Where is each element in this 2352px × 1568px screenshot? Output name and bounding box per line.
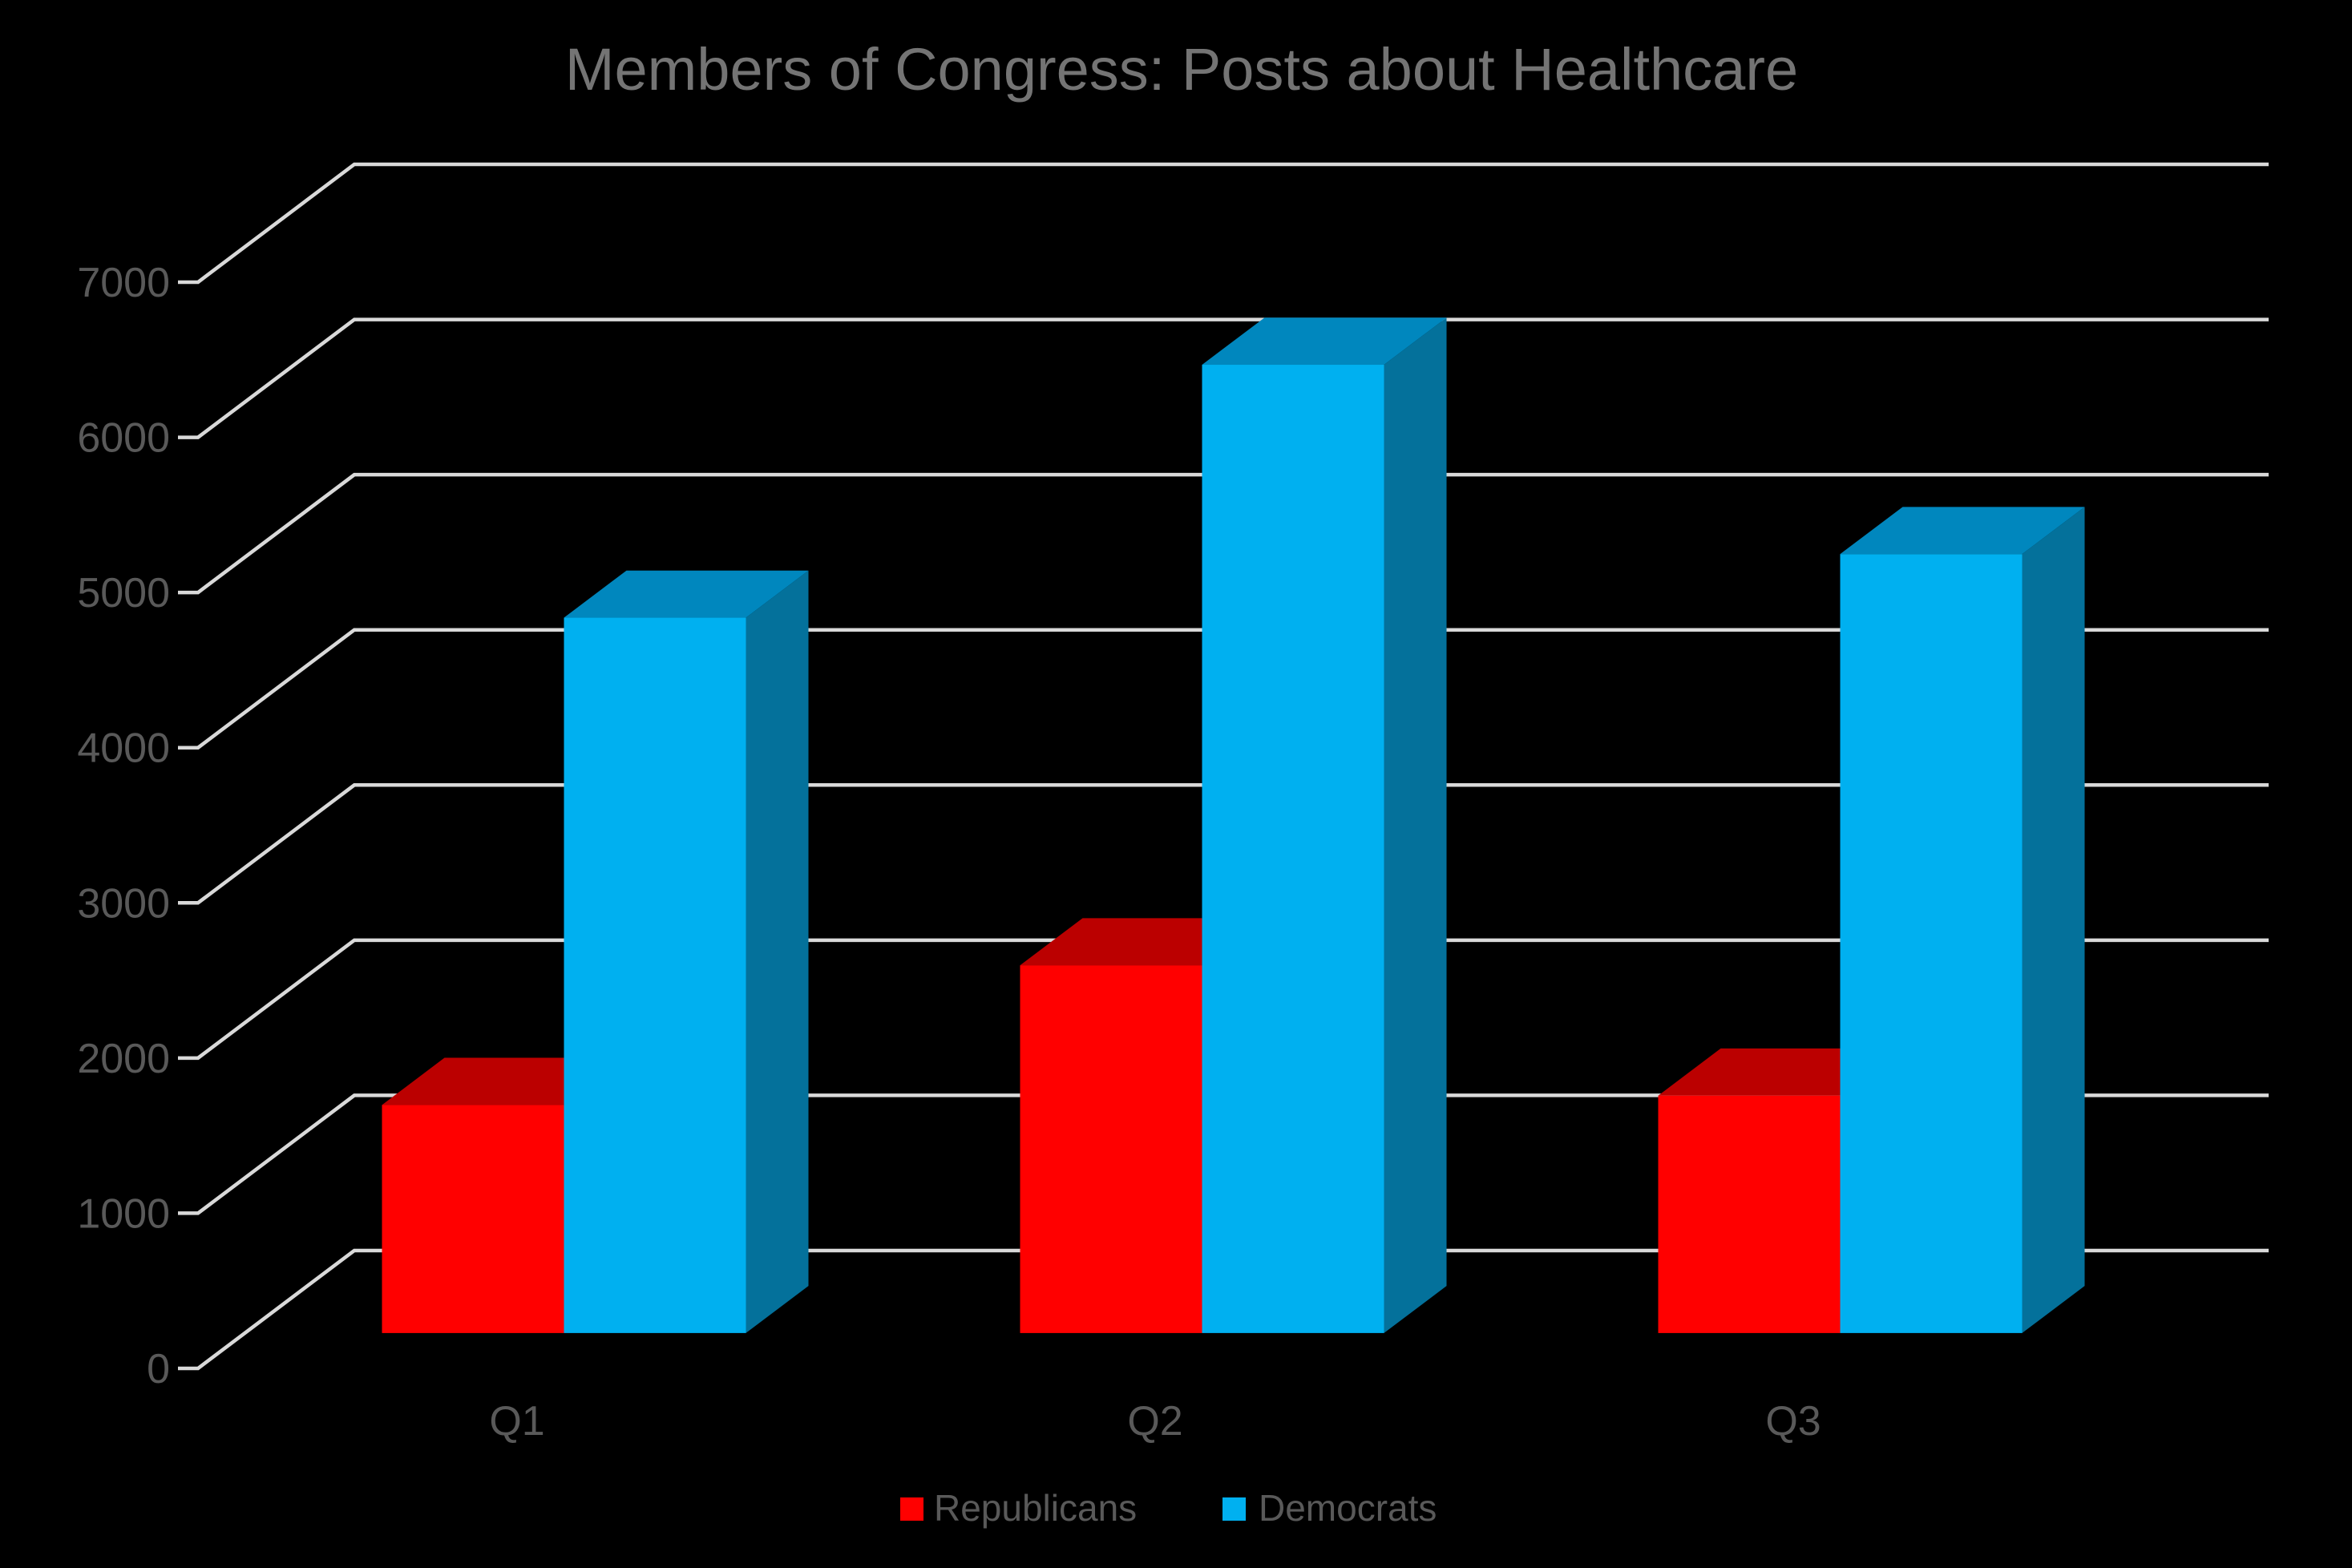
x-category-label-q2: Q2: [1127, 1398, 1182, 1445]
bar-top-face: [1202, 317, 1447, 366]
y-tick-label-5000: 5000: [77, 570, 170, 616]
bar-democrats-q2: [1202, 317, 1447, 1333]
bar-side-face: [1384, 317, 1447, 1333]
bar-front-face: [1840, 554, 2023, 1333]
x-category-label-q3: Q3: [1765, 1398, 1821, 1445]
bar-front-face: [1658, 1095, 1841, 1333]
bar-side-face: [2022, 507, 2085, 1333]
y-tick-label-7000: 7000: [77, 260, 170, 306]
legend-label-democrats: Democrats: [1259, 1487, 1437, 1529]
bars: [382, 317, 2085, 1333]
gridline-7000: [178, 162, 2269, 285]
x-category-label-q1: Q1: [489, 1398, 544, 1445]
bar-top-face: [564, 570, 809, 618]
bar-democrats-q3: [1840, 507, 2085, 1333]
bar-front-face: [564, 617, 746, 1333]
y-tick-label-3000: 3000: [77, 880, 170, 927]
y-tick-label-6000: 6000: [77, 415, 170, 462]
bar-front-face: [382, 1105, 564, 1333]
legend-swatch-democrats: [1222, 1497, 1246, 1521]
bar-democrats-q1: [564, 570, 809, 1333]
x-axis-category-labels: Q1 Q2 Q3: [489, 1398, 1821, 1445]
y-tick-label-4000: 4000: [77, 725, 170, 772]
bar-front-face: [1020, 965, 1202, 1333]
chart-legend: Republicans Democrats: [900, 1487, 1437, 1529]
y-tick-label-1000: 1000: [77, 1190, 170, 1237]
y-tick-label-0: 0: [147, 1346, 170, 1392]
legend-label-republicans: Republicans: [934, 1487, 1137, 1529]
gridlines: [178, 162, 2269, 1371]
y-axis-tick-labels: 0 1000 2000 3000 4000 5000 6000 7000: [77, 260, 170, 1392]
bar-side-face: [746, 570, 809, 1333]
chart-title: Members of Congress: Posts about Healthc…: [565, 36, 1798, 103]
bar-top-face: [1840, 507, 2085, 555]
bar-front-face: [1202, 365, 1384, 1333]
y-tick-label-2000: 2000: [77, 1036, 170, 1082]
legend-swatch-republicans: [900, 1497, 923, 1521]
